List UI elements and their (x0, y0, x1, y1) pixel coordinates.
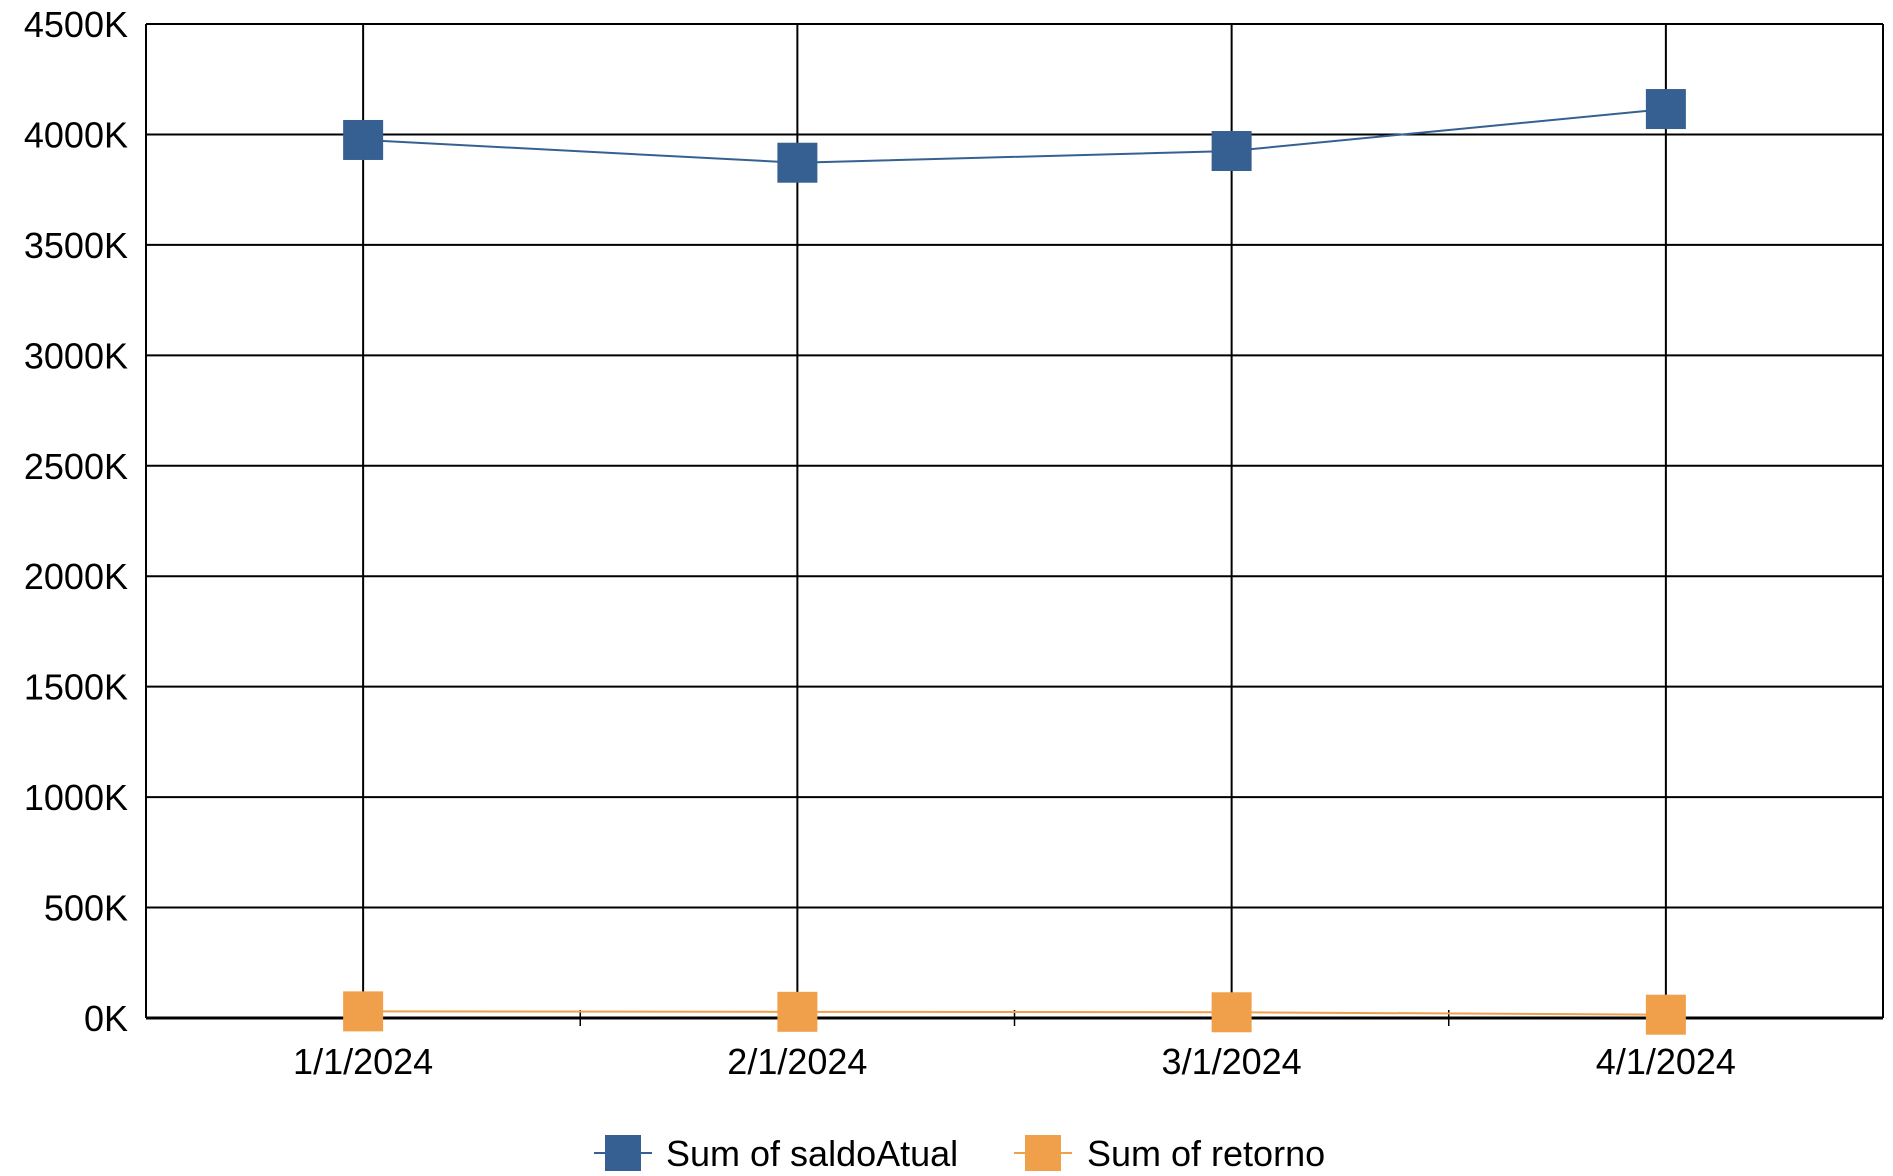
data-point-marker (1645, 89, 1686, 130)
x-tick-label: 2/1/2024 (727, 1041, 867, 1082)
data-point-marker (777, 991, 818, 1032)
legend-label: Sum of saldoAtual (666, 1133, 958, 1171)
legend: Sum of saldoAtual Sum of retorno (594, 1133, 1325, 1174)
data-point-marker (343, 991, 384, 1032)
legend-marker (605, 1135, 641, 1171)
legend-marker (1025, 1135, 1061, 1171)
data-point-marker (777, 142, 818, 183)
y-tick-label: 2500K (24, 446, 128, 487)
axes: 0K 500K 1000K 1500K 2000K 2500K 3000K 3500K 4000… (24, 4, 1884, 1082)
y-tick-label: 1500K (24, 667, 128, 708)
y-tick-label: 500K (44, 888, 128, 929)
legend-label: Sum of retorno (1087, 1133, 1325, 1171)
data-point-marker (1645, 994, 1686, 1035)
x-tick-label: 3/1/2024 (1162, 1041, 1302, 1082)
x-tick-label: 4/1/2024 (1596, 1041, 1736, 1082)
y-tick-label: 3000K (24, 335, 128, 376)
series-layer (343, 89, 1686, 1035)
y-tick-label: 4000K (24, 114, 128, 155)
series-line (363, 108, 1666, 164)
y-tick-label: 1000K (24, 777, 128, 818)
series-line (363, 1010, 1666, 1016)
y-tick-label: 4500K (24, 4, 128, 45)
y-tick-label: 3500K (24, 225, 128, 266)
x-tick-label: 1/1/2024 (293, 1041, 433, 1082)
data-point-marker (1211, 992, 1252, 1033)
y-tick-label: 2000K (24, 556, 128, 597)
y-tick-label: 0K (84, 998, 128, 1039)
data-point-marker (1211, 131, 1252, 172)
grid (146, 23, 1883, 1018)
data-point-marker (343, 119, 384, 160)
